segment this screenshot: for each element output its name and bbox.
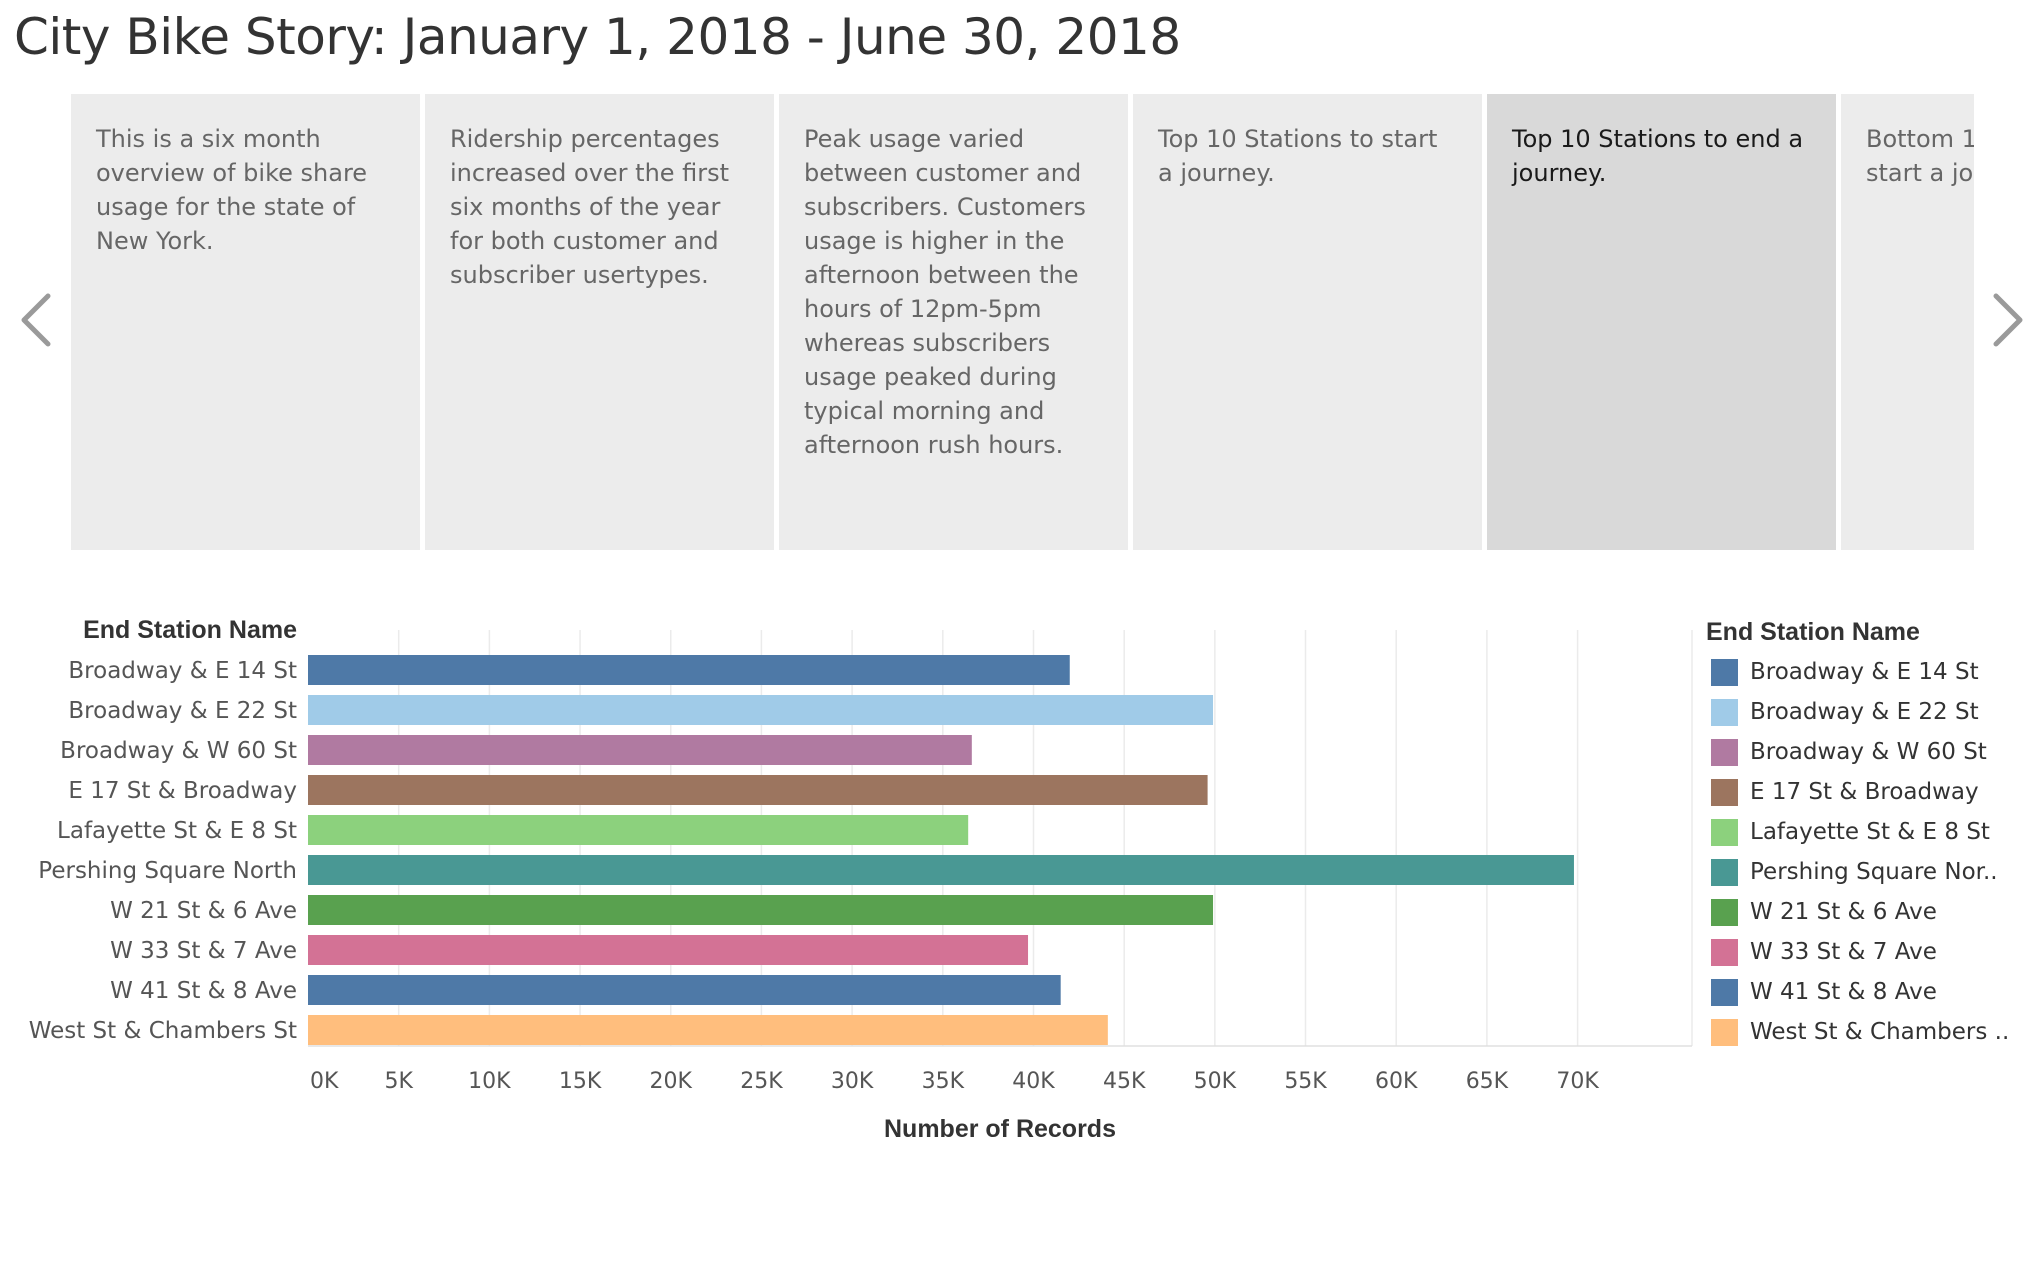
x-tick-label: 10K — [468, 1069, 511, 1094]
x-tick-label: 45K — [1103, 1069, 1146, 1094]
story-point-4[interactable]: Top 10 Stations to start a journey. — [1133, 94, 1482, 550]
legend-title: End Station Name — [1706, 618, 1920, 646]
legend-label: W 21 St & 6 Ave — [1750, 899, 1937, 925]
x-tick-label: 15K — [559, 1069, 602, 1094]
category-label: W 21 St & 6 Ave — [110, 898, 297, 924]
legend-swatch — [1711, 698, 1738, 726]
legend-item[interactable]: W 33 St & 7 Ave — [1706, 932, 2040, 972]
legend: End Station Name Broadway & E 14 St Broad… — [1706, 612, 2040, 1052]
legend-swatch — [1711, 818, 1738, 846]
category-label: West St & Chambers St — [29, 1018, 297, 1044]
legend-swatch — [1711, 938, 1738, 966]
end-station-chart: End Station Name Broadway & E 14 St Broadw… — [0, 600, 2040, 1160]
legend-item[interactable]: Pershing Square Nor.. — [1706, 852, 2040, 892]
legend-swatch — [1711, 738, 1738, 766]
x-tick-label: 40K — [1012, 1069, 1055, 1094]
x-tick-label: 60K — [1375, 1069, 1418, 1094]
legend-swatch — [1711, 978, 1738, 1006]
bar[interactable] — [308, 735, 972, 765]
bar[interactable] — [308, 895, 1214, 925]
legend-item[interactable]: E 17 St & Broadway — [1706, 772, 2040, 812]
category-label: Broadway & E 22 St — [68, 698, 297, 724]
legend-item[interactable]: Broadway & E 14 St — [1706, 652, 2040, 692]
row-header: End Station Name — [83, 616, 297, 644]
next-point-button[interactable] — [1988, 290, 2028, 350]
story-points-navigator: This is a six month overview of bike sha… — [71, 94, 1974, 550]
x-tick-label: 70K — [1556, 1069, 1599, 1094]
x-tick-label: 25K — [740, 1069, 783, 1094]
chevron-right-icon — [1993, 293, 2023, 347]
story-title: City Bike Story: January 1, 2018 - June … — [14, 8, 1181, 66]
category-label: Pershing Square North — [38, 858, 297, 884]
legend-item[interactable]: Lafayette St & E 8 St — [1706, 812, 2040, 852]
legend-label: Pershing Square Nor.. — [1750, 859, 1998, 885]
category-label: Broadway & W 60 St — [60, 738, 297, 764]
legend-swatch — [1711, 1018, 1738, 1046]
legend-swatch — [1711, 778, 1738, 806]
legend-label: E 17 St & Broadway — [1750, 779, 1979, 805]
story-point-6[interactable]: Bottom 10 Stations to start a journey. — [1841, 94, 1974, 550]
category-label: W 41 St & 8 Ave — [110, 978, 297, 1004]
chevron-left-icon — [21, 293, 51, 347]
legend-item[interactable]: Broadway & E 22 St — [1706, 692, 2040, 732]
legend-swatch — [1711, 898, 1738, 926]
legend-label: West St & Chambers .. — [1750, 1019, 2010, 1045]
x-tick-label: 35K — [922, 1069, 965, 1094]
bar[interactable] — [308, 975, 1061, 1005]
bar[interactable] — [308, 655, 1070, 685]
story-point-1[interactable]: This is a six month overview of bike sha… — [71, 94, 420, 550]
x-tick-label: 65K — [1466, 1069, 1509, 1094]
bar[interactable] — [308, 695, 1214, 725]
legend-label: Broadway & W 60 St — [1750, 739, 1987, 765]
x-tick-label: 0K — [310, 1069, 339, 1094]
legend-label: Broadway & E 14 St — [1750, 659, 1979, 685]
x-tick-label: 50K — [1194, 1069, 1237, 1094]
story-point-3[interactable]: Peak usage varied between customer and s… — [779, 94, 1128, 550]
x-tick-label: 55K — [1284, 1069, 1327, 1094]
legend-item[interactable]: West St & Chambers .. — [1706, 1012, 2040, 1052]
legend-item[interactable]: Broadway & W 60 St — [1706, 732, 2040, 772]
bar[interactable] — [308, 1015, 1108, 1045]
legend-label: Lafayette St & E 8 St — [1750, 819, 1990, 845]
bar-chart-svg: End Station Name Broadway & E 14 St Broadw… — [29, 616, 1693, 1143]
legend-swatch — [1711, 858, 1738, 886]
bar[interactable] — [308, 815, 969, 845]
legend-label: W 33 St & 7 Ave — [1750, 939, 1937, 965]
x-tick-label: 30K — [831, 1069, 874, 1094]
x-axis-title: Number of Records — [884, 1115, 1116, 1143]
legend-swatch — [1711, 658, 1738, 686]
legend-label: Broadway & E 22 St — [1750, 699, 1979, 725]
previous-point-button[interactable] — [16, 290, 56, 350]
bar[interactable] — [308, 935, 1029, 965]
x-tick-label: 20K — [650, 1069, 693, 1094]
category-label: E 17 St & Broadway — [68, 778, 297, 804]
legend-item[interactable]: W 41 St & 8 Ave — [1706, 972, 2040, 1012]
x-tick-label: 5K — [384, 1069, 413, 1094]
bar[interactable] — [308, 855, 1574, 885]
bar[interactable] — [308, 775, 1208, 805]
category-label: Lafayette St & E 8 St — [57, 818, 297, 844]
category-label: W 33 St & 7 Ave — [110, 938, 297, 964]
story-point-2[interactable]: Ridership percentages increased over the… — [425, 94, 774, 550]
legend-item[interactable]: W 21 St & 6 Ave — [1706, 892, 2040, 932]
story-point-5[interactable]: Top 10 Stations to end a journey. — [1487, 94, 1836, 550]
category-label: Broadway & E 14 St — [68, 658, 297, 684]
legend-label: W 41 St & 8 Ave — [1750, 979, 1937, 1005]
